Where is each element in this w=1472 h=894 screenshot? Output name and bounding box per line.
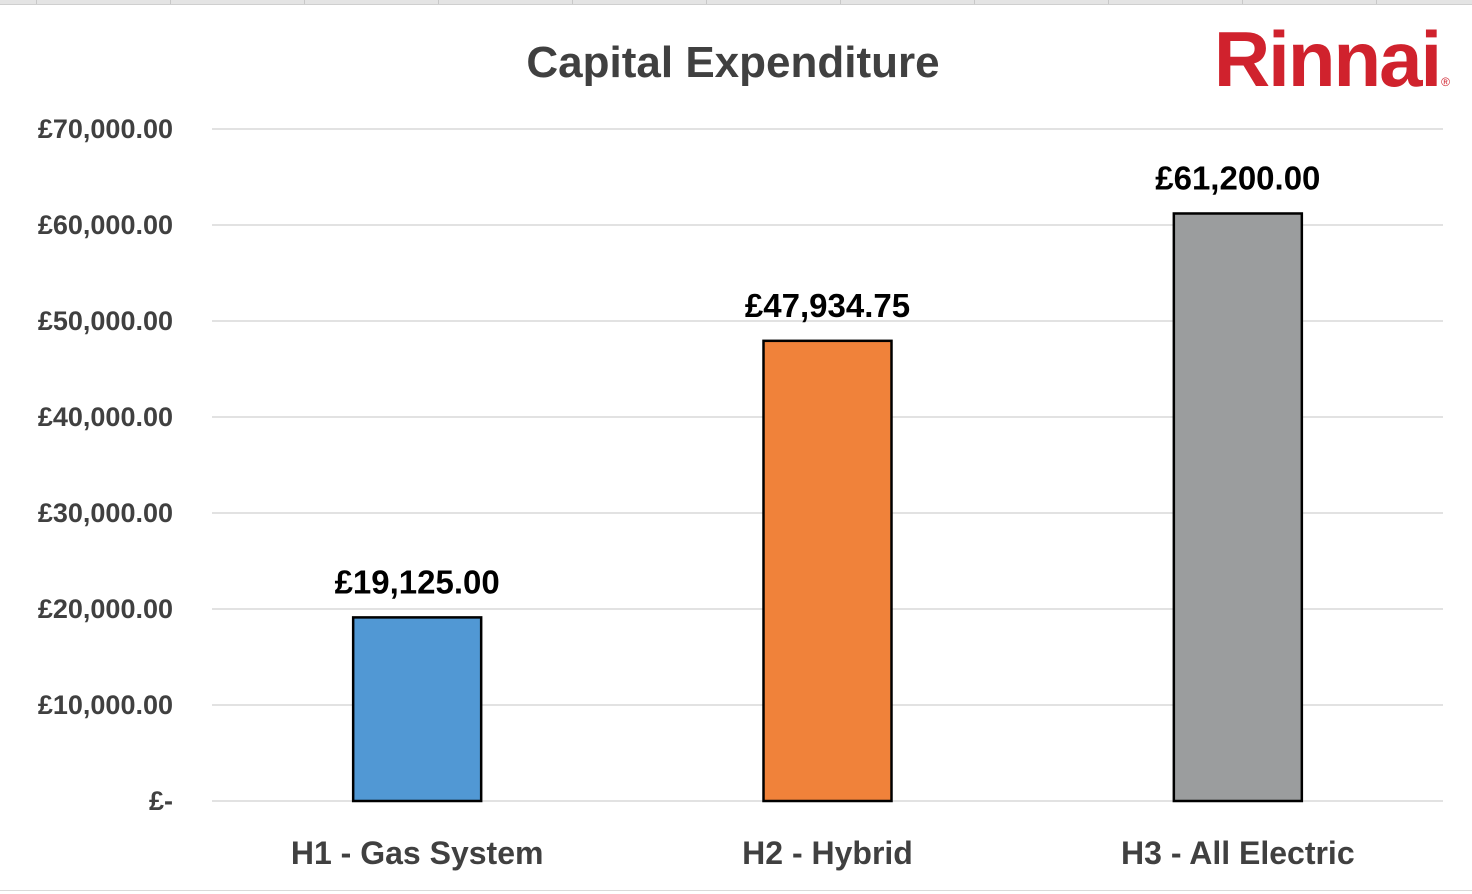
column-divider	[1376, 0, 1377, 4]
y-tick-label: £30,000.00	[38, 498, 173, 528]
column-divider	[1108, 0, 1109, 4]
column-divider	[706, 0, 707, 4]
logo-wordmark: Rinnai	[1213, 15, 1442, 103]
column-divider	[1242, 0, 1243, 4]
registered-mark: ®	[1441, 75, 1450, 89]
y-tick-label: £10,000.00	[38, 690, 173, 720]
y-tick-label: £20,000.00	[38, 594, 173, 624]
column-divider	[170, 0, 171, 4]
rinnai-logo: Rinnai®	[1160, 14, 1450, 104]
x-tick-label: H2 - Hybrid	[742, 835, 913, 871]
x-axis-tick-labels: H1 - Gas System H2 - Hybrid H3 - All Elect…	[291, 835, 1355, 871]
data-label: £61,200.00	[1155, 159, 1320, 196]
y-tick-label: £40,000.00	[38, 402, 173, 432]
bottom-border	[0, 890, 1472, 891]
bar	[351, 616, 483, 803]
column-divider	[438, 0, 439, 4]
bar	[1172, 212, 1304, 803]
column-divider	[974, 0, 975, 4]
column-divider	[572, 0, 573, 4]
bar	[762, 339, 893, 803]
bars	[351, 212, 1304, 803]
data-labels: £19,125.00 £47,934.75 £61,200.00	[335, 159, 1321, 600]
chart-title: Capital Expenditure	[526, 38, 939, 87]
y-tick-label: £70,000.00	[38, 114, 173, 144]
spreadsheet-column-strip	[0, 0, 1472, 5]
column-divider	[36, 0, 37, 4]
column-divider	[840, 0, 841, 4]
y-tick-label: £60,000.00	[38, 210, 173, 240]
x-tick-label: H3 - All Electric	[1121, 835, 1355, 871]
data-label: £47,934.75	[745, 287, 910, 324]
column-divider	[304, 0, 305, 4]
data-label: £19,125.00	[335, 563, 500, 600]
y-tick-label: £50,000.00	[38, 306, 173, 336]
y-tick-label: £-	[149, 786, 173, 816]
y-axis-tick-labels: £- £10,000.00 £20,000.00 £30,000.00 £40,000.…	[38, 114, 173, 816]
x-tick-label: H1 - Gas System	[291, 835, 544, 871]
